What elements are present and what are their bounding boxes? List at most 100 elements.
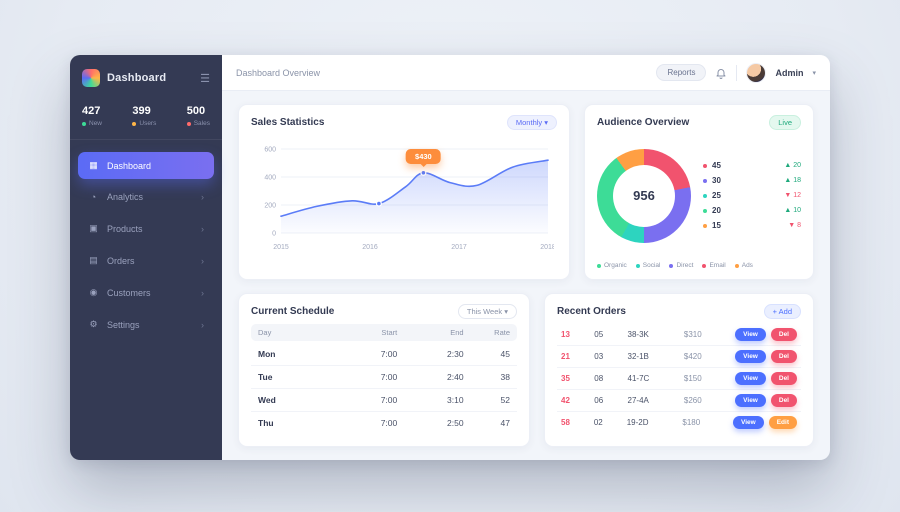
legend-dot [734, 263, 739, 268]
sales-card-title: Sales Statistics [251, 117, 325, 128]
footer-legend-label: Ads [741, 262, 753, 269]
sidebar-item-settings[interactable]: ⚙ Settings › [78, 311, 214, 338]
trend-up-icon: ▲ 18 [784, 177, 801, 184]
order-id: 13 [561, 330, 570, 339]
sidebar-stat: 399 Users [132, 105, 156, 127]
table-cell: Wed [258, 395, 276, 405]
sidebar-item-products[interactable]: ▣ Products › [78, 215, 214, 242]
table-cell: 2:30 [447, 349, 464, 359]
table-row[interactable]: 35 08 41-7C $150 View Del [557, 368, 801, 390]
sidebar-item-orders[interactable]: ▤ Orders › [78, 247, 214, 274]
divider [736, 64, 738, 81]
nav-label: Products [107, 223, 143, 234]
order-qty: 06 [594, 396, 604, 405]
footer-legend-label: Email [709, 262, 726, 269]
table-row[interactable]: 21 03 32-1B $420 View Del [557, 346, 801, 368]
table-cell: 3:10 [447, 395, 464, 405]
delete-button[interactable]: Del [770, 372, 797, 385]
live-badge[interactable]: Live [769, 115, 801, 130]
table-row[interactable]: 13 05 38-3K $310 View Del [557, 324, 801, 346]
view-button[interactable]: View [733, 416, 764, 429]
legend-dot [635, 263, 640, 268]
table-cell: 7:00 [380, 395, 398, 405]
view-button[interactable]: View [735, 328, 766, 341]
table-cell: Mon [258, 349, 276, 359]
stat-dot [82, 121, 86, 126]
order-id: 42 [561, 396, 570, 405]
footer-legend-label: Direct [676, 262, 694, 269]
view-button[interactable]: View [735, 372, 766, 385]
user-name: Admin [775, 67, 804, 78]
table-row[interactable]: Wed 7:00 3:10 52 [251, 389, 517, 412]
schedule-filter-dropdown[interactable]: This Week ▾ [457, 304, 517, 319]
order-code: 38-3K [627, 330, 649, 339]
table-row[interactable]: Thu 7:00 2:50 47 [251, 412, 517, 434]
chart-icon: ◔ [90, 192, 97, 202]
column-header: Start [381, 328, 398, 337]
footer-legend-item: Email [702, 262, 726, 269]
sidebar-item-analytics[interactable]: ◔ Analytics › [78, 184, 214, 210]
order-id: 21 [561, 352, 570, 361]
chevron-right-icon: › [201, 319, 204, 330]
sidebar-stat: 500 Sales [186, 105, 210, 127]
table-cell: 2:40 [447, 372, 464, 382]
edit-button[interactable]: Edit [768, 416, 797, 429]
column-header: Rate [494, 328, 510, 337]
table-cell: 7:00 [380, 349, 398, 359]
add-order-button[interactable]: + Add [763, 304, 801, 319]
delete-button[interactable]: Del [770, 350, 797, 363]
table-row[interactable]: Mon 7:00 2:30 45 [251, 343, 517, 366]
sidebar-stat: 427 New [82, 105, 102, 127]
grid-icon: ▦ [89, 160, 98, 170]
svg-text:2015: 2015 [273, 244, 289, 251]
schedule-table-header: Day Start End Rate [251, 324, 517, 341]
table-row[interactable]: 42 06 27-4A $260 View Del [557, 390, 801, 412]
users-icon: ◉ [89, 287, 98, 297]
sidebar-stats: 427 New 399 Users 500 Sales [70, 97, 222, 140]
order-id: 58 [561, 418, 570, 427]
table-row[interactable]: 58 02 19-2D $180 View Edit [557, 412, 801, 433]
footer-legend-item: Direct [669, 262, 693, 269]
legend-dot [703, 193, 707, 198]
legend-row: 45 ▲ 20 [703, 161, 801, 170]
order-qty: 03 [594, 352, 604, 361]
avatar[interactable] [746, 62, 767, 83]
sidebar-item-dashboard[interactable]: ▦ Dashboard [78, 152, 214, 179]
trend-down-icon: ▼ 8 [788, 222, 801, 229]
table-row[interactable]: Tue 7:00 2:40 38 [251, 366, 517, 389]
svg-text:2017: 2017 [451, 244, 467, 251]
stat-value: 500 [186, 105, 206, 117]
audience-card-title: Audience Overview [597, 117, 690, 128]
chevron-right-icon: › [201, 255, 204, 266]
stat-label-text: Users [139, 120, 157, 127]
delete-button[interactable]: Del [770, 394, 797, 407]
svg-text:400: 400 [264, 175, 276, 182]
menu-toggle-icon[interactable]: ☰ [200, 72, 210, 85]
svg-text:0: 0 [272, 231, 276, 238]
chart-filter-dropdown[interactable]: Monthly ▾ [506, 115, 557, 130]
chevron-down-icon[interactable]: ▾ [812, 69, 816, 77]
legend-dot [703, 178, 707, 183]
chart-tooltip: $430 [406, 148, 441, 164]
cart-icon: ▤ [89, 255, 98, 265]
legend-value: 25 [712, 191, 721, 200]
legend-value: 20 [712, 206, 721, 215]
table-cell: Tue [258, 372, 273, 382]
reports-button[interactable]: Reports [656, 64, 707, 81]
table-cell: 45 [500, 349, 510, 359]
view-button[interactable]: View [735, 394, 766, 407]
table-cell: 7:00 [380, 418, 398, 428]
line-chart: 0 200 400 600 2015 2016 2017 2018 $430 [254, 139, 556, 262]
sidebar-item-customers[interactable]: ◉ Customers › [78, 279, 214, 306]
orders-table-body: 13 05 38-3K $310 View Del 21 03 32-1B $420 View Del… [557, 324, 801, 433]
order-code: 32-1B [627, 352, 649, 361]
app-logo-icon [82, 69, 100, 87]
notifications-bell-icon[interactable] [715, 67, 727, 79]
view-button[interactable]: View [735, 350, 766, 363]
legend-value: 15 [712, 221, 721, 230]
delete-button[interactable]: Del [770, 328, 797, 341]
order-price: $180 [682, 418, 701, 427]
donut-total: 956 [613, 164, 675, 227]
table-cell: 2:50 [447, 418, 464, 428]
top-bar-actions: Reports Admin ▾ [656, 62, 816, 83]
